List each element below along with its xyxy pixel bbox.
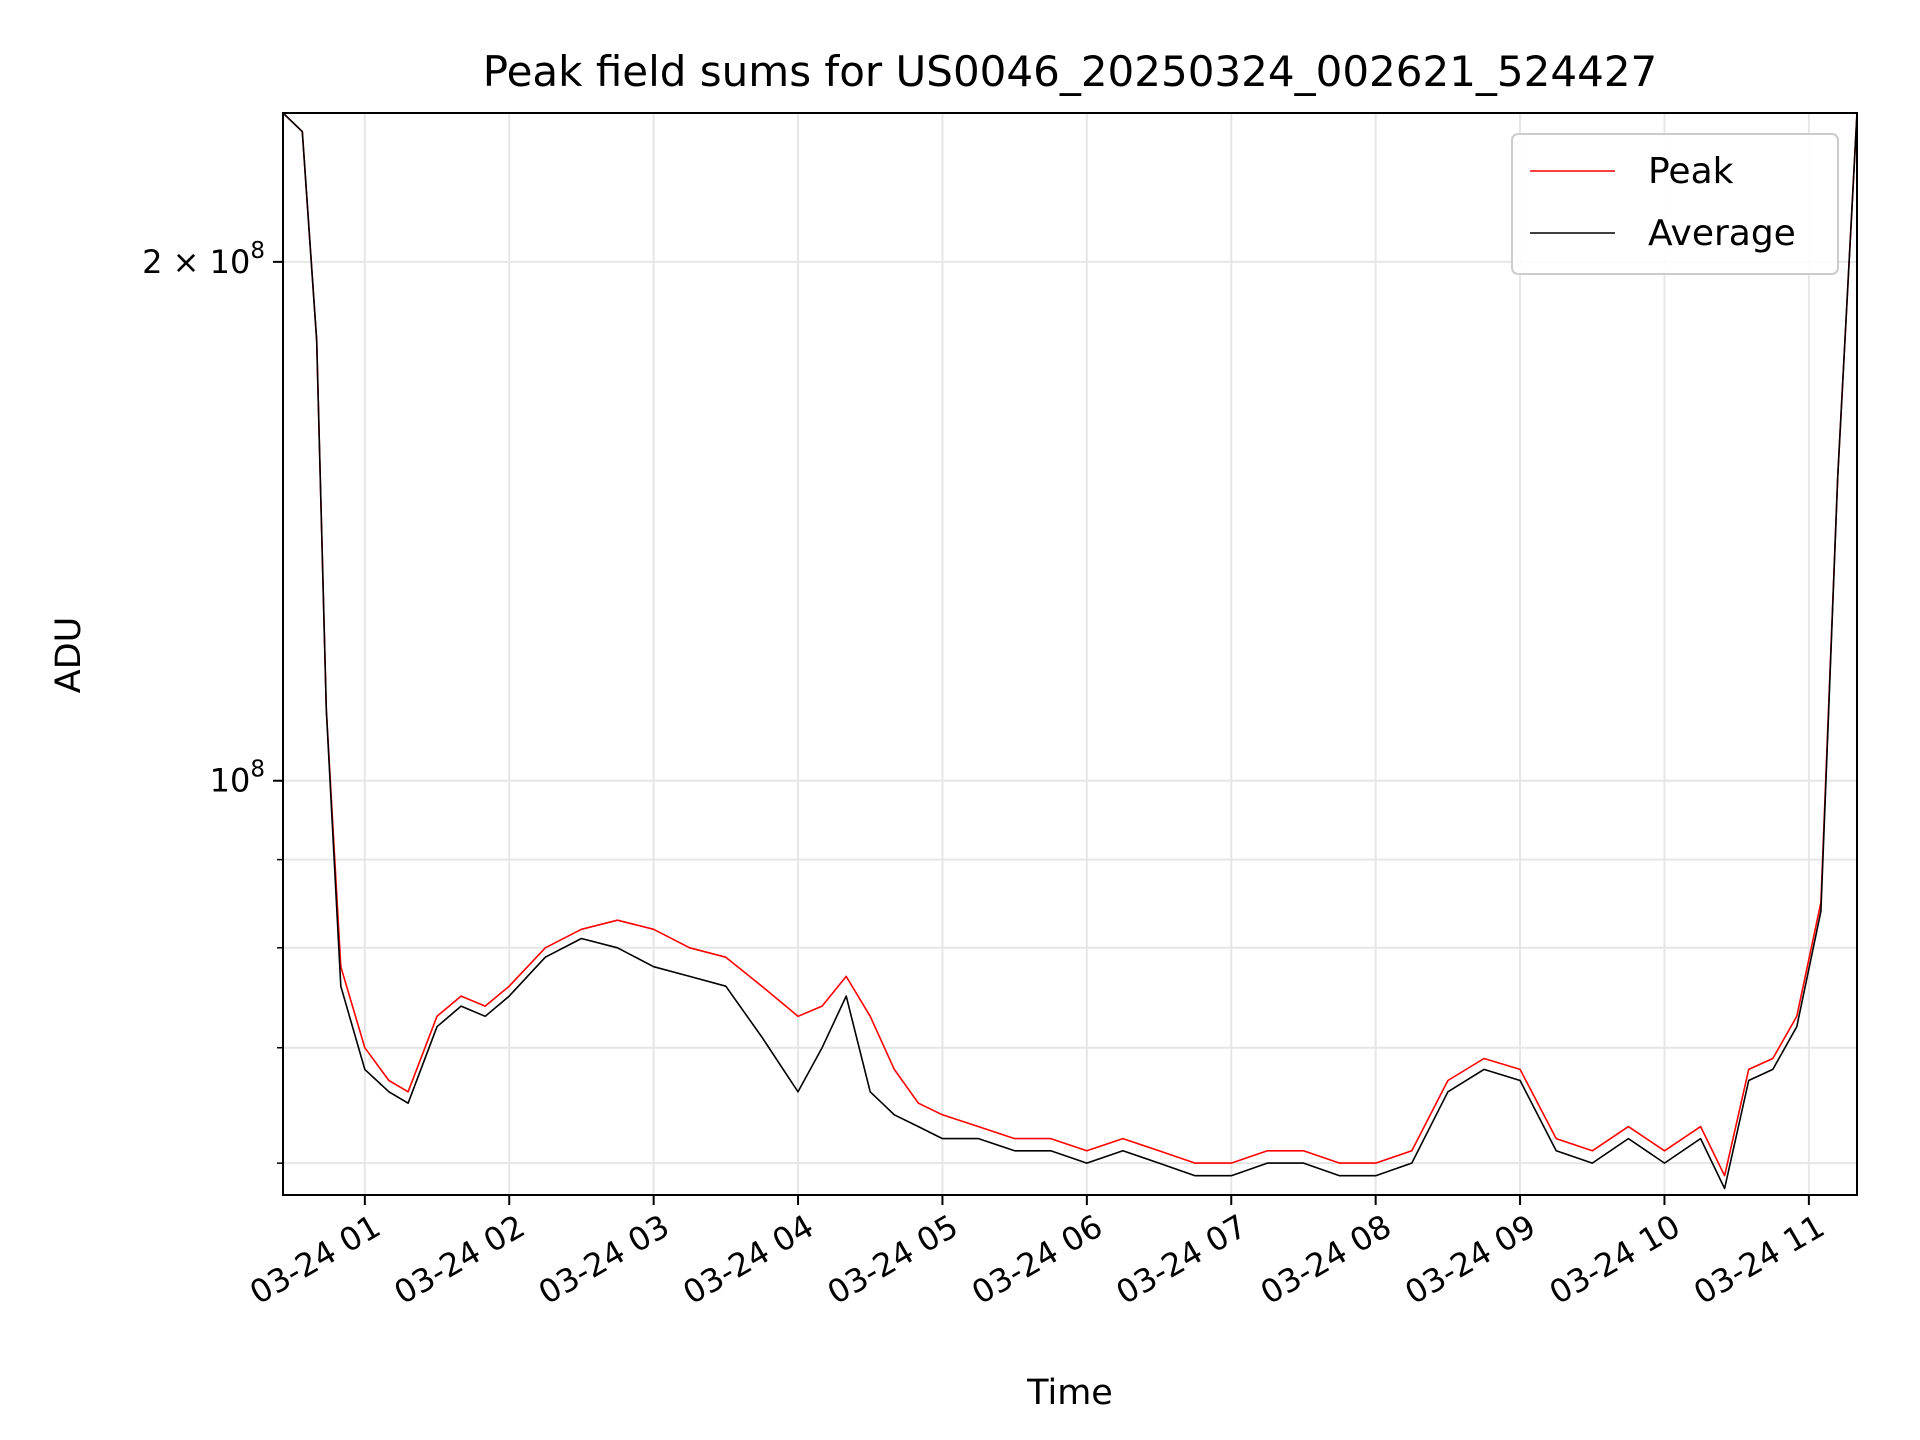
legend-label-peak: Peak [1648,151,1734,192]
series-layer [283,113,1857,1190]
y-tick-label: 2 × 108 [142,238,265,281]
series-line-peak [283,113,1857,1177]
legend-label-average: Average [1648,213,1796,254]
y-axis-label: ADU [49,617,89,694]
series-line-average [283,113,1857,1190]
y-tick-label: 108 [210,757,265,800]
y-axis: 108 2 × 108 [142,238,283,1164]
plot-frame [282,112,1858,1196]
legend-box [1511,133,1839,275]
x-axis-label: Time [1026,1373,1113,1413]
legend: Peak Average [1511,133,1839,275]
chart-title: Peak field sums for US0046_20250324_0026… [483,47,1658,96]
